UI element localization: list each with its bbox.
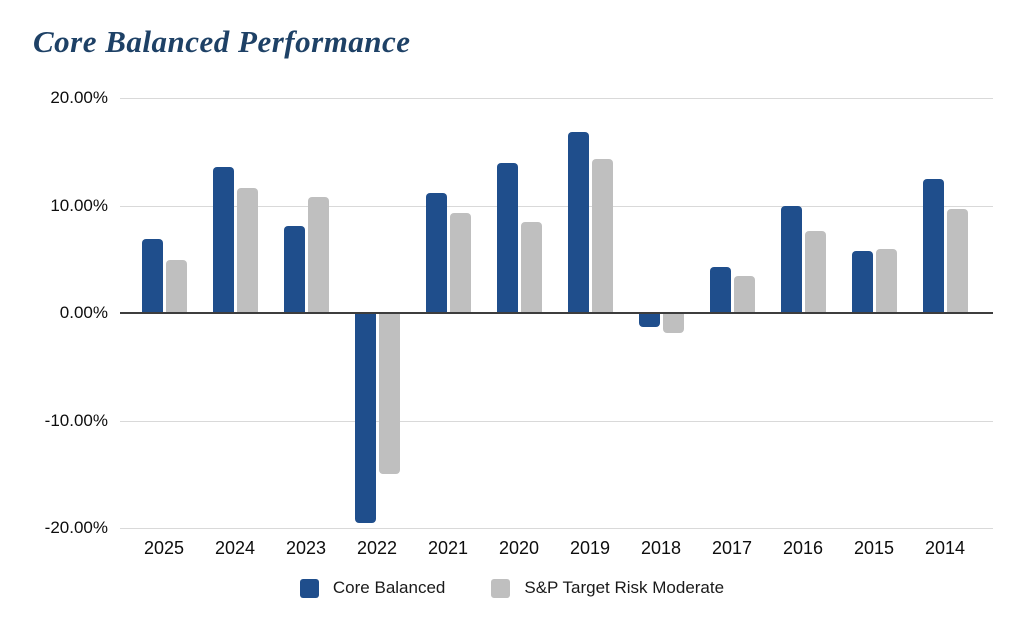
gridline [120,528,993,529]
y-axis-tick-label: 0.00% [59,303,108,322]
bar-s-p-target-risk-moderate-2015 [875,248,897,313]
x-axis-tick-label: 2017 [711,538,753,558]
chart-title: Core Balanced Performance [33,24,411,59]
bar-s-p-target-risk-moderate-2014 [946,208,968,313]
x-axis-tick-label: 2014 [924,538,966,558]
bar-s-p-target-risk-moderate-2022 [378,313,400,475]
x-axis-tick-label: 2024 [214,538,256,558]
bar-core-balanced-2021 [425,192,447,313]
bar-core-balanced-2022 [354,313,376,523]
legend-item: Core Balanced [299,578,446,598]
x-axis-tick-label: 2023 [285,538,327,558]
x-axis-tick-label: 2018 [640,538,682,558]
legend-swatch-icon [299,578,319,598]
bar-core-balanced-2024 [212,166,234,313]
x-axis-tick-label: 2021 [427,538,469,558]
x-axis-tick-label: 2019 [569,538,611,558]
y-axis-tick-label: 10.00% [50,195,108,215]
bar-s-p-target-risk-moderate-2024 [236,188,258,313]
y-axis-tick-label: 20.00% [50,88,108,107]
bar-s-p-target-risk-moderate-2018 [662,313,684,334]
bar-core-balanced-2016 [780,205,802,313]
bar-core-balanced-2017 [709,266,731,313]
legend-label: S&P Target Risk Moderate [524,578,725,597]
gridline [120,98,993,99]
x-axis-tick-label: 2016 [782,538,824,558]
bar-s-p-target-risk-moderate-2025 [165,260,187,313]
bar-core-balanced-2018 [638,313,660,327]
bar-core-balanced-2025 [141,238,163,313]
x-axis-tick-label: 2020 [498,538,540,558]
bar-s-p-target-risk-moderate-2021 [449,213,471,313]
bar-core-balanced-2015 [851,250,873,313]
bar-core-balanced-2023 [283,225,305,313]
bar-core-balanced-2019 [567,132,589,313]
bar-core-balanced-2014 [922,178,944,313]
plot-area: 20.00% 10.00% 0.00% -10.00% -20.00% 2025 2024 2… [45,88,993,558]
bar-core-balanced-2020 [496,162,518,313]
zero-axis-line [120,312,993,314]
gridline [120,420,993,422]
legend-label: Core Balanced [332,578,446,597]
bar-s-p-target-risk-moderate-2017 [733,276,755,313]
legend-swatch-icon [491,578,511,598]
legend-item: S&P Target Risk Moderate [491,578,724,598]
chart-legend: Core Balanced S&P Target Risk Moderate [0,578,1024,598]
gridline [120,205,993,207]
bar-s-p-target-risk-moderate-2016 [804,231,826,313]
x-axis-tick-label: 2022 [356,538,398,558]
x-axis-tick-label: 2025 [143,538,185,558]
bar-s-p-target-risk-moderate-2019 [591,159,613,313]
bar-s-p-target-risk-moderate-2023 [307,196,329,313]
y-axis-tick-label: -20.00% [44,518,108,537]
y-axis-tick-label: -10.00% [44,410,108,430]
x-axis-tick-label: 2015 [853,538,895,558]
bar-s-p-target-risk-moderate-2020 [520,221,542,313]
